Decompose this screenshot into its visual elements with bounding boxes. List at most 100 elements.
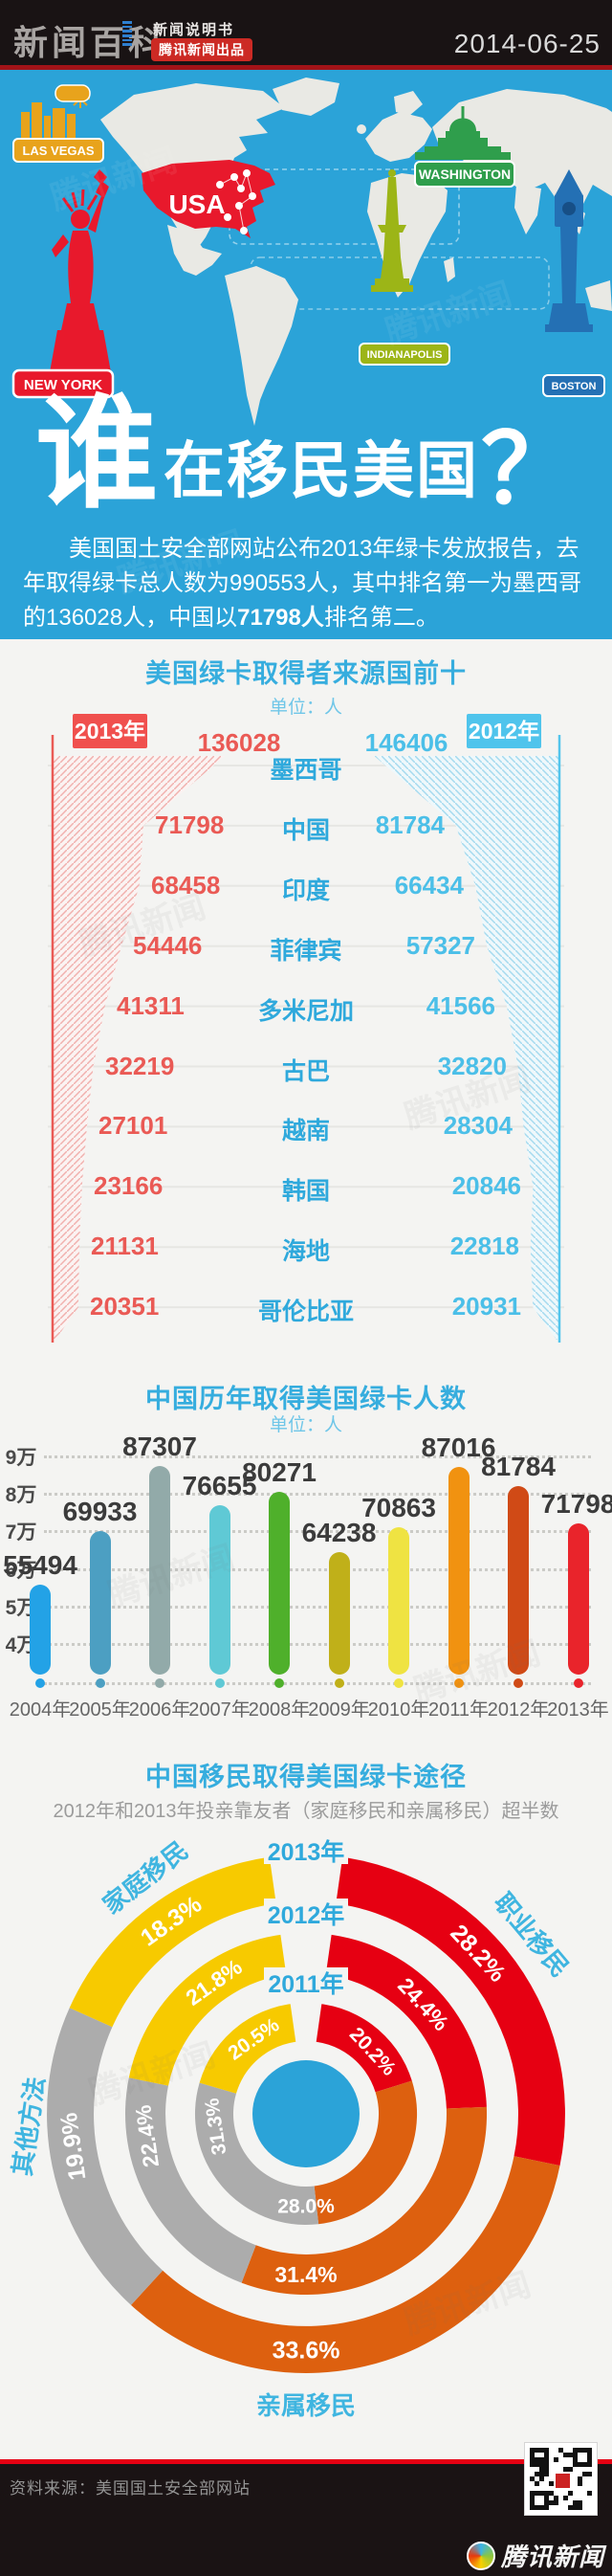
axis-dot <box>334 1678 344 1688</box>
qr-cell <box>554 2496 558 2500</box>
donut-category-label: 其他方法 <box>8 2075 50 2177</box>
bar <box>89 1530 111 1675</box>
site-logo: 新闻百科 <box>13 23 167 62</box>
bar-value-label: 55494 <box>3 1550 77 1581</box>
donut-percent-label: 31.4% <box>274 2262 337 2287</box>
qr-cell <box>539 2476 544 2481</box>
donut-segment-2013年-亲属移民 <box>131 2156 560 2373</box>
funnel-value-2013: 41311 <box>117 990 185 1020</box>
bar <box>269 1492 290 1675</box>
funnel-value-2012: 20846 <box>451 1171 521 1201</box>
data-source: 资料来源：美国国土安全部网站 <box>10 2479 251 2498</box>
funnel-value-2013: 136028 <box>197 728 281 757</box>
funnel-wedge-2012 <box>374 756 559 1340</box>
route-box <box>229 168 460 245</box>
y-axis-tick-label: 7万 <box>5 1521 37 1544</box>
funnel-chart-rows: 墨西哥 136028 146406 中国 71798 81784 印度 68458 66434 菲… <box>0 722 612 1349</box>
x-axis-tick-label: 2006年 <box>128 1699 191 1721</box>
washington-plate <box>414 161 515 188</box>
intro-paragraph: 美国国土安全部网站公布2013年绿卡发放报告，去年取得绿卡总人数为990553人… <box>23 532 589 635</box>
funnel-chart <box>48 735 564 1343</box>
qr-cell <box>544 2448 549 2453</box>
y-gridline <box>44 1567 591 1571</box>
qr-cell <box>530 2457 535 2462</box>
boston-tower-icon <box>545 169 593 332</box>
qr-cell <box>578 2500 582 2505</box>
funnel-country-label: 中国 <box>281 816 330 844</box>
bar <box>149 1465 170 1675</box>
qr-cell <box>539 2457 544 2462</box>
x-axis-tick-label: 2012年 <box>487 1699 550 1721</box>
qr-cell <box>563 2496 568 2500</box>
funnel-value-2013: 54446 <box>133 930 203 960</box>
header-tagline: 新闻说明书 <box>153 22 235 38</box>
ring-year-label: 2011年 <box>268 1970 343 1998</box>
funnel-country-label: 多米尼加 <box>257 997 354 1025</box>
qr-cell <box>558 2448 563 2453</box>
qr-cell <box>573 2462 578 2467</box>
qr-cell <box>535 2457 539 2462</box>
qr-cell <box>544 2500 549 2505</box>
funnel-country-label: 韩国 <box>281 1178 330 1206</box>
funnel-value-2012: 146406 <box>364 728 448 757</box>
chart2-title: 中国历年取得美国绿卡人数 <box>145 1385 467 1413</box>
qr-cell <box>544 2462 549 2467</box>
y-axis-tick-label: 6万 <box>5 1559 37 1582</box>
qr-cell <box>535 2481 539 2486</box>
qr-cell <box>578 2462 582 2467</box>
funnel-value-2012: 28304 <box>443 1111 513 1141</box>
funnel-value-2013: 32219 <box>105 1051 175 1080</box>
bar-value-label: 81784 <box>481 1452 556 1482</box>
qr-cell <box>568 2453 573 2457</box>
chart2-unit-label: 单位：人 <box>269 1415 342 1435</box>
funnel-country-label: 海地 <box>281 1238 330 1266</box>
x-axis-tick-label: 2005年 <box>69 1699 131 1721</box>
bar-value-label: 64238 <box>301 1518 377 1547</box>
boston-plate <box>542 374 605 397</box>
qr-center-logo <box>554 2472 572 2490</box>
usa-label: USA <box>168 189 225 219</box>
qr-cell <box>582 2462 587 2467</box>
x-axis-tick-label: 2004年 <box>9 1699 72 1721</box>
qr-cell <box>582 2448 587 2453</box>
qr-cell <box>530 2462 535 2467</box>
bar <box>388 1527 409 1675</box>
qr-cell <box>535 2462 539 2467</box>
funnel-country-label: 印度 <box>281 877 330 904</box>
donut-segment-2012年-亲属移民 <box>241 2106 488 2296</box>
qr-cell <box>539 2505 544 2510</box>
y-gridline <box>44 1493 591 1497</box>
donut-segment-2011年-其他方法 <box>194 2082 319 2226</box>
qr-cell <box>544 2472 549 2476</box>
qr-cell <box>568 2467 573 2472</box>
donut-segment-2013年-家庭移民 <box>69 1854 306 2028</box>
intro-text-2: 排名第二。 <box>323 605 439 631</box>
tencent-news-logo-icon <box>466 2541 495 2570</box>
qr-cell <box>530 2496 535 2500</box>
qr-cell <box>578 2505 582 2510</box>
qr-cell <box>544 2491 549 2496</box>
axis-dot <box>155 1678 164 1688</box>
bar <box>328 1552 350 1675</box>
las-vegas-plate <box>12 138 104 163</box>
qr-cell <box>535 2472 539 2476</box>
funnel-value-2013: 21131 <box>91 1232 159 1261</box>
funnel-country-label: 越南 <box>281 1118 330 1145</box>
qr-cell <box>539 2467 544 2472</box>
axis-dot <box>35 1678 45 1688</box>
qr-cell <box>539 2472 544 2476</box>
bar <box>567 1523 589 1675</box>
page-title-question-mark: ？ <box>481 415 577 523</box>
new-york-plate <box>11 368 115 399</box>
funnel-value-2012: 20931 <box>451 1292 521 1321</box>
qr-cell <box>535 2491 539 2496</box>
funnel-value-2012: 57327 <box>405 930 475 960</box>
donut-segment-2012年-家庭移民 <box>128 1933 306 2086</box>
funnel-value-2013: 23166 <box>94 1171 164 1201</box>
funnel-value-2013: 20351 <box>90 1292 160 1321</box>
axis-dot <box>274 1678 284 1688</box>
intro-text-1: 美国国土安全部网站公布2013年绿卡发放报告，去年取得绿卡总人数为990553人… <box>23 536 582 631</box>
qr-cell <box>530 2500 535 2505</box>
qr-cell <box>573 2448 578 2453</box>
